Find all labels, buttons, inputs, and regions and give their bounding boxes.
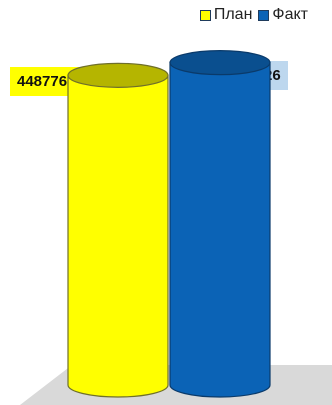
legend-label-fact: Факт (272, 6, 308, 23)
legend-item-plan: План (199, 6, 253, 24)
bar-top (169, 50, 271, 76)
bar-plan (67, 62, 169, 398)
bar-fact (169, 50, 271, 398)
legend-label-plan: План (213, 6, 253, 23)
bar-body (67, 74, 169, 398)
legend-swatch-plan (199, 9, 211, 21)
chart-legend: План Факт (199, 6, 308, 24)
legend-item-fact: Факт (258, 6, 308, 24)
bar-body (169, 62, 271, 398)
legend-swatch-fact (258, 9, 270, 21)
bar-top (67, 62, 169, 88)
